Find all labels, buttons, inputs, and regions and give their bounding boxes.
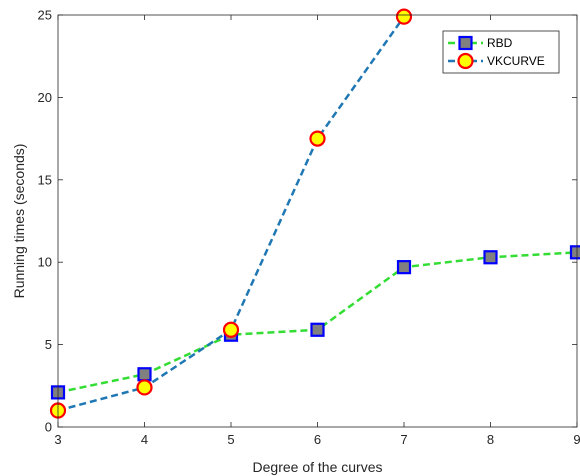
legend: RBD VKCURVE — [442, 30, 560, 74]
data-point-vkcurve — [309, 130, 326, 147]
legend-label-rbd: RBD — [487, 36, 513, 50]
y-tick-label: 15 — [38, 172, 52, 187]
legend-marker-vkcurve — [457, 52, 474, 70]
data-point-rbd — [137, 367, 152, 382]
y-tick-label: 5 — [45, 337, 52, 352]
data-point-vkcurve — [395, 8, 413, 25]
data-point-vkcurve — [136, 379, 153, 396]
data-point-rbd — [483, 250, 498, 265]
x-tick-label: 3 — [54, 432, 61, 447]
x-tick-label: 5 — [227, 432, 234, 447]
legend-label-vkcurve: VKCURVE — [487, 54, 545, 68]
plot-area — [58, 15, 577, 427]
plot-frame — [57, 14, 578, 428]
data-point-rbd — [569, 245, 580, 260]
legend-entry-vkcurve: VKCURVE — [448, 52, 545, 70]
x-tick-label: 4 — [141, 432, 148, 447]
axis-ticks: 3 4 5 6 7 8 9 0 5 10 15 20 25 — [38, 8, 580, 448]
y-tick-label: 20 — [38, 90, 52, 105]
legend-entry-rbd: RBD — [448, 35, 513, 51]
y-tick-label: 10 — [38, 255, 52, 270]
x-tick-label: 8 — [487, 432, 494, 447]
x-axis-title: Degree of the curves — [253, 459, 383, 475]
series-layer — [49, 8, 580, 419]
series-vkcurve — [49, 8, 413, 419]
x-tick-label: 7 — [400, 432, 407, 447]
y-axis-title: Running times (seconds) — [11, 144, 27, 299]
data-point-vkcurve — [222, 321, 240, 338]
y-tick-label: 0 — [45, 420, 52, 435]
data-point-rbd — [396, 260, 412, 275]
data-point-rbd — [310, 322, 325, 337]
legend-marker-rbd — [458, 35, 473, 51]
x-tick-label: 6 — [314, 432, 321, 447]
x-tick-label: 9 — [573, 432, 580, 447]
y-tick-label: 25 — [38, 8, 52, 23]
